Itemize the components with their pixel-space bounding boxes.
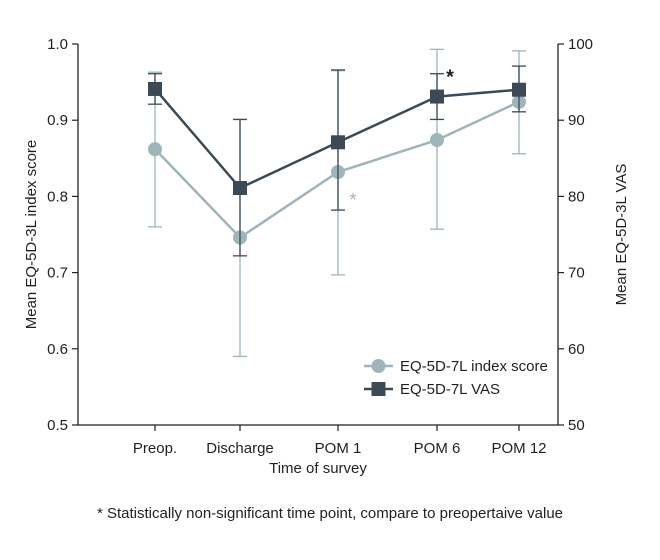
data-point-square (512, 82, 526, 97)
x-tick-label: POM 1 (315, 440, 362, 457)
right-tick-label: 90 (568, 112, 585, 129)
left-axis-title: Mean EQ-5D-3L index score (23, 140, 40, 330)
x-tick-label: Discharge (206, 440, 274, 457)
data-point-circle (430, 133, 444, 148)
x-tick-label: POM 6 (414, 440, 461, 457)
left-tick-label: 0.6 (47, 341, 68, 358)
right-tick-label: 60 (568, 341, 585, 358)
right-tick-label: 70 (568, 265, 585, 282)
data-point-square (331, 135, 345, 150)
significance-annotation: * (446, 67, 454, 89)
legend-marker-square (371, 382, 386, 396)
left-tick-label: 0.9 (47, 112, 68, 129)
left-tick-label: 1.0 (47, 36, 68, 53)
series-1 (148, 48, 526, 358)
left-tick-label: 0.5 (47, 417, 68, 434)
right-tick-label: 80 (568, 188, 585, 205)
legend-marker-circle (371, 359, 386, 373)
legend-item: EQ-5D-7L VAS (364, 381, 500, 398)
left-tick-label: 0.8 (47, 188, 68, 205)
chart-svg: 0.5 0.6 0.7 0.8 0.9 1.0 50 60 70 80 90 100 Preop. Dis… (23, 36, 630, 477)
data-point-circle (148, 142, 162, 157)
series-2 (148, 65, 526, 257)
data-point-square (148, 81, 162, 96)
x-tick-label: Preop. (133, 440, 177, 457)
right-tick-label: 100 (568, 36, 593, 53)
data-point-square (430, 89, 444, 104)
data-point-square (233, 181, 247, 196)
significance-annotation: * (349, 190, 356, 210)
legend-label: EQ-5D-7L VAS (400, 381, 500, 398)
x-tick-label: POM 12 (491, 440, 546, 457)
right-axis-title: Mean EQ-5D-3L VAS (613, 164, 630, 306)
legend-item: EQ-5D-7L index score (364, 358, 548, 375)
legend: EQ-5D-7L index score EQ-5D-7L VAS (364, 358, 548, 398)
legend-label: EQ-5D-7L index score (400, 358, 548, 375)
right-tick-label: 50 (568, 417, 585, 434)
left-tick-label: 0.7 (47, 265, 68, 282)
x-axis-title: Time of survey (269, 460, 367, 477)
footnote: * Statistically non-significant time poi… (96, 505, 564, 522)
